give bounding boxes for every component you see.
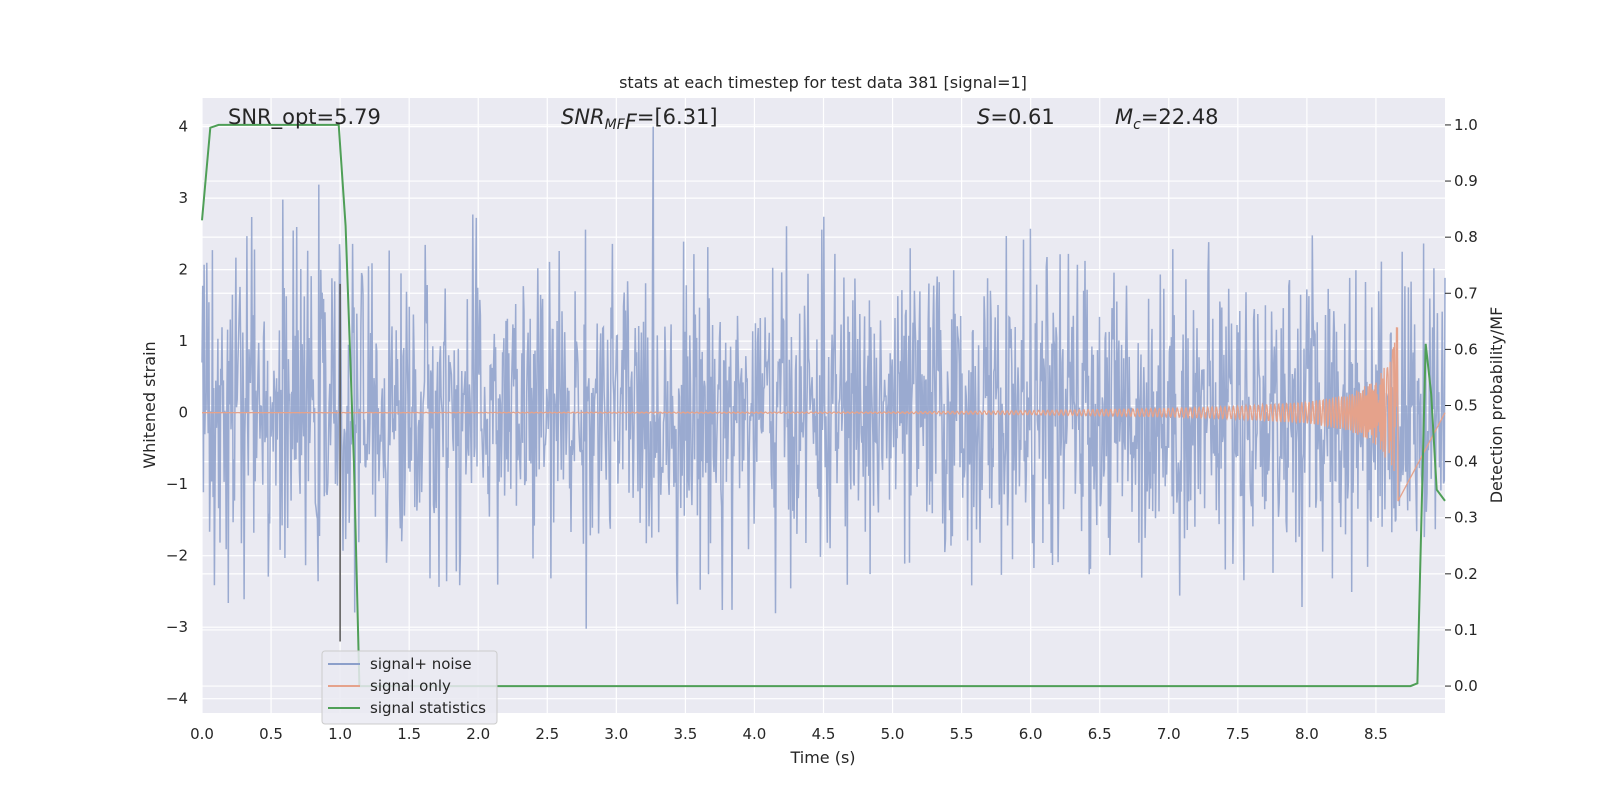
legend-label-signal-noise: signal+ noise [370, 655, 472, 673]
y-tick-label: −2 [166, 547, 188, 565]
annotation-s: S=0.61 [977, 105, 1055, 129]
chart-title: stats at each timestep for test data 381… [619, 73, 1027, 92]
x-tick-label: 6.5 [1088, 725, 1112, 743]
y2-tick-label: 0.4 [1454, 453, 1478, 471]
x-tick-label: 0.5 [259, 725, 283, 743]
y2-tick-label: 0.6 [1454, 340, 1478, 358]
x-axis-label: Time (s) [789, 748, 855, 767]
x-tick-label: 8.5 [1364, 725, 1388, 743]
y-tick-label: −4 [166, 690, 188, 708]
annotation-snr-opt: SNR_opt=5.79 [228, 105, 381, 130]
annotation-snr-mf: SNRMFF=[6.31] [561, 105, 718, 134]
y-tick-label: 1 [178, 332, 188, 350]
y-tick-label: 4 [178, 118, 188, 136]
x-tick-label: 3.5 [673, 725, 697, 743]
y2-tick-label: 0.8 [1454, 228, 1478, 246]
x-tick-label: 5.5 [950, 725, 974, 743]
x-tick-label: 1.5 [397, 725, 421, 743]
y-tick-label: −3 [166, 618, 188, 636]
y2-tick-label: 0.2 [1454, 565, 1478, 583]
y2-tick-labels: 0.0 0.1 0.2 0.3 0.4 0.5 0.6 0.7 0.8 0.9 1.0 [1445, 116, 1478, 695]
series-signal-statistics [201, 123, 1446, 688]
x-tick-labels: 0.0 0.5 1.0 1.5 2.0 2.5 3.0 3.5 4.0 4.5 5.0 5.5 6.0 6… [190, 725, 1388, 743]
y-tick-labels: −4 −3 −2 −1 0 1 2 3 4 [166, 118, 188, 708]
y-axis-label: Whitened strain [140, 341, 159, 468]
y2-tick-label: 0.9 [1454, 172, 1478, 190]
x-tick-label: 2.5 [535, 725, 559, 743]
legend-label-signal-statistics: signal statistics [370, 699, 486, 717]
x-tick-label: 7.0 [1157, 725, 1181, 743]
x-tick-label: 1.0 [328, 725, 352, 743]
series-line-signal-statistics [201, 123, 1446, 688]
legend: signal+ noise signal only signal statist… [321, 650, 498, 725]
series-line-signal-noise [201, 126, 1446, 629]
y2-tick-label: 0.5 [1454, 397, 1478, 415]
y2-tick-label: 0.7 [1454, 284, 1478, 302]
x-tick-label: 8.0 [1295, 725, 1319, 743]
y2-tick-label: 0.1 [1454, 621, 1478, 639]
x-tick-label: 0.0 [190, 725, 214, 743]
series-signal-noise [201, 126, 1446, 629]
series-signal-only [202, 327, 1446, 502]
x-tick-label: 2.0 [466, 725, 490, 743]
x-tick-label: 6.0 [1019, 725, 1043, 743]
x-tick-label: 4.5 [812, 725, 836, 743]
y2-tick-label: 0.3 [1454, 509, 1478, 527]
y-tick-label: 2 [178, 261, 188, 279]
y-tick-label: 3 [178, 189, 188, 207]
legend-label-signal-only: signal only [370, 677, 451, 695]
legend-box [321, 650, 498, 725]
x-tick-label: 7.5 [1226, 725, 1250, 743]
x-tick-label: 5.0 [881, 725, 905, 743]
x-tick-label: 4.0 [743, 725, 767, 743]
y-tick-label: 0 [178, 404, 188, 422]
y2-tick-label: 0.0 [1454, 677, 1478, 695]
y2-tick-label: 1.0 [1454, 116, 1478, 134]
series-line-signal-only [202, 327, 1446, 502]
y-tick-label: −1 [166, 475, 188, 493]
y2-axis-label: Detection probability/MF [1487, 307, 1506, 504]
x-tick-label: 3.0 [604, 725, 628, 743]
annotation-mc: Mc=22.48 [1115, 105, 1219, 133]
